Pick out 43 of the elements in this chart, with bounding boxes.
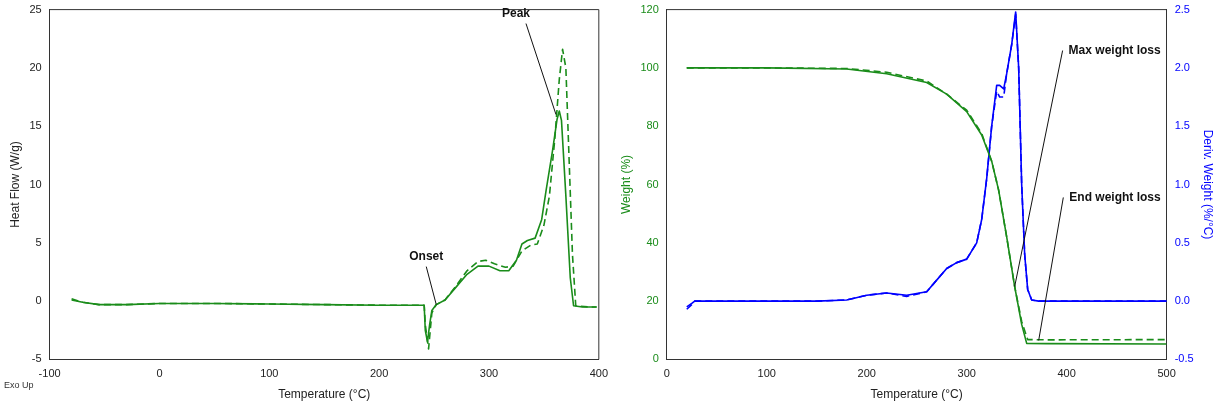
y-tick-label: 60: [646, 177, 659, 190]
y2-tick-label: 0.5: [1174, 235, 1190, 248]
x-axis-title: Temperature (°C): [278, 387, 371, 402]
x-tick-label: 400: [589, 367, 608, 380]
y-tick-label: 100: [640, 60, 659, 73]
y-tick-label: 5: [35, 235, 42, 248]
y-tick-label: 25: [29, 2, 42, 15]
y-tick-label: 15: [29, 119, 42, 132]
x-tick-label: 0: [156, 367, 163, 380]
y-tick-label: 0: [652, 352, 659, 365]
y-tick-label: 20: [646, 294, 659, 307]
x-tick-label: 0: [663, 367, 670, 380]
annotation: Peak: [501, 5, 531, 20]
x-tick-label: 100: [757, 367, 776, 380]
y-axis-title: Weight (%): [618, 154, 633, 215]
y-tick-label: 20: [29, 60, 42, 73]
y2-tick-label: 2.5: [1174, 2, 1190, 15]
x-tick-label: 300: [957, 367, 976, 380]
x-tick-label: 300: [479, 367, 499, 380]
y-tick-label: 120: [640, 2, 659, 15]
x-axis-title: Temperature (°C): [870, 387, 963, 402]
y-tick-label: -5: [31, 352, 42, 365]
annotation: Max weight loss: [1068, 42, 1161, 57]
y-tick-label: 40: [646, 235, 659, 248]
x-tick-label: 400: [1057, 367, 1076, 380]
y-tick-label: 0: [35, 294, 42, 307]
y2-axis-title: Deriv. Weight (%/°C): [1201, 129, 1216, 240]
y2-tick-label: 1.0: [1174, 177, 1190, 190]
x-tick-label: -100: [38, 367, 61, 380]
y-tick-label: 10: [29, 177, 42, 190]
annotation: Onset: [409, 248, 444, 263]
y2-tick-label: 2.0: [1174, 60, 1190, 73]
y2-tick-label: -0.5: [1174, 352, 1194, 365]
x-tick-label: 500: [1157, 367, 1176, 380]
x-tick-label: 200: [369, 367, 389, 380]
x-tick-label: 200: [857, 367, 876, 380]
y2-tick-label: 0.0: [1174, 294, 1190, 307]
text: Exo Up: [4, 380, 34, 391]
annotation: End weight loss: [1069, 189, 1161, 204]
y-axis-title: Heat Flow (W/g): [7, 141, 22, 228]
y-tick-label: 80: [646, 119, 659, 132]
x-tick-label: 100: [260, 367, 279, 380]
y2-tick-label: 1.5: [1174, 119, 1190, 132]
